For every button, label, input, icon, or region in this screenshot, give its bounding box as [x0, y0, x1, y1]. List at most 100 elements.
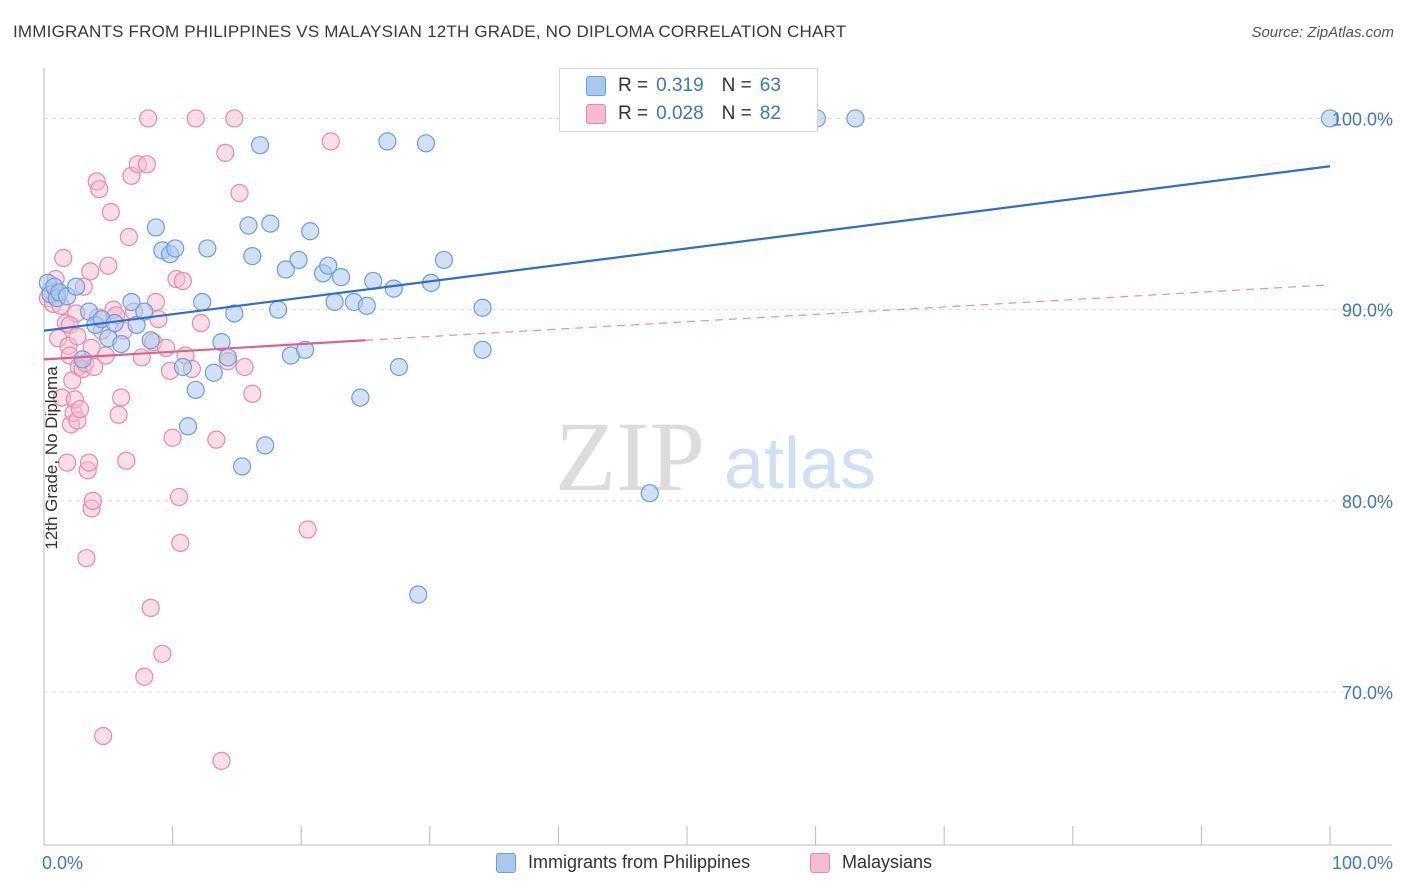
data-point-immigrants	[67, 277, 86, 296]
data-point-immigrants	[473, 340, 492, 359]
data-point-immigrants	[166, 239, 185, 258]
trend-line-malaysians	[43, 339, 366, 361]
data-point-immigrants	[846, 109, 865, 128]
data-point-malaysians	[83, 491, 102, 510]
legend-row-malaysians: R = 0.028 N = 82	[586, 101, 781, 127]
data-point-malaysians	[207, 430, 226, 449]
data-point-malaysians	[99, 256, 118, 275]
data-point-immigrants	[243, 247, 262, 266]
watermark-zip: ZIP	[555, 401, 705, 512]
data-point-immigrants	[357, 296, 376, 315]
data-point-malaysians	[157, 338, 176, 357]
legend-r-label: R =	[618, 75, 649, 96]
data-point-immigrants	[127, 315, 146, 335]
data-point-immigrants	[389, 357, 409, 377]
data-point-malaysians	[171, 533, 190, 553]
data-point-immigrants	[268, 300, 288, 319]
data-point-immigrants	[218, 348, 237, 367]
data-point-malaysians	[109, 405, 128, 424]
data-point-immigrants	[193, 292, 212, 312]
data-point-malaysians	[169, 487, 189, 507]
bottom-legend-swatch-pink	[810, 852, 830, 873]
legend-r-label: R =	[618, 103, 649, 124]
data-point-malaysians	[70, 399, 90, 419]
data-point-malaysians	[225, 109, 244, 128]
data-point-immigrants	[225, 304, 244, 323]
data-point-malaysians	[117, 451, 136, 470]
data-point-malaysians	[58, 453, 77, 472]
trend-line-immigrants	[43, 165, 1331, 332]
tick-labels: 70.0% 80.0% 90.0% 100.0% 0.0% 100.0%	[42, 109, 1393, 873]
legend-swatch-blue	[586, 76, 606, 96]
data-point-immigrants	[178, 417, 198, 436]
data-point-immigrants	[276, 260, 295, 279]
y-tick-label: 80.0%	[1342, 492, 1393, 512]
bottom-legend-immigrants: Immigrants from Philippines	[496, 852, 750, 873]
data-point-immigrants	[73, 350, 92, 369]
data-point-immigrants	[212, 333, 231, 352]
data-point-malaysians	[77, 549, 96, 568]
data-point-immigrants	[434, 250, 454, 270]
data-point-malaysians	[68, 327, 87, 346]
legend-n-label: N =	[721, 75, 752, 96]
data-point-malaysians	[135, 667, 154, 686]
data-point-malaysians	[153, 644, 172, 663]
data-point-malaysians	[235, 357, 254, 377]
watermark-atlas: atlas	[724, 424, 876, 504]
data-point-immigrants	[112, 334, 131, 354]
data-point-immigrants	[295, 340, 315, 359]
x-tick-label: 0.0%	[42, 853, 83, 873]
data-point-immigrants	[146, 218, 165, 237]
data-point-immigrants	[331, 268, 351, 287]
data-point-malaysians	[81, 262, 100, 281]
data-point-malaysians	[186, 109, 205, 128]
chart-title: IMMIGRANTS FROM PHILIPPINES VS MALAYSIAN…	[13, 22, 847, 41]
data-point-immigrants	[261, 214, 280, 233]
watermark: ZIP atlas	[555, 401, 876, 512]
data-point-immigrants	[204, 363, 223, 382]
trend-lines	[43, 165, 1331, 361]
data-point-immigrants	[239, 216, 258, 235]
data-point-malaysians	[243, 384, 262, 403]
data-point-malaysians	[191, 313, 210, 333]
legend-r-value: 0.319	[656, 75, 704, 96]
bottom-legend-label: Malaysians	[842, 852, 933, 872]
data-point-immigrants	[416, 134, 436, 153]
data-point-immigrants	[186, 380, 205, 400]
data-point-immigrants	[384, 279, 403, 298]
series-malaysians	[38, 109, 340, 770]
data-point-immigrants	[135, 302, 154, 321]
trend-line-malaysians-extension	[365, 284, 1331, 341]
correlation-legend: R = 0.319 N = 63 R = 0.028 N = 82	[559, 68, 818, 132]
data-point-malaysians	[216, 143, 235, 162]
data-point-malaysians	[173, 271, 192, 291]
bottom-legend-swatch-blue	[496, 852, 516, 873]
data-point-malaysians	[79, 453, 99, 472]
data-point-immigrants	[198, 239, 217, 258]
data-point-immigrants	[473, 298, 492, 317]
data-point-malaysians	[212, 751, 231, 770]
data-point-immigrants	[640, 484, 659, 503]
data-point-malaysians	[94, 726, 113, 746]
data-point-immigrants	[301, 222, 320, 241]
grid-lines	[44, 117, 1392, 693]
data-point-immigrants	[289, 250, 308, 270]
series-immigrants-from-philippines	[38, 109, 1340, 604]
data-point-malaysians	[119, 227, 138, 247]
data-point-immigrants	[250, 136, 270, 155]
data-point-malaysians	[321, 132, 340, 151]
data-point-malaysians	[139, 109, 158, 128]
bottom-legend-label: Immigrants from Philippines	[528, 852, 751, 872]
data-point-malaysians	[54, 248, 73, 268]
data-point-malaysians	[141, 598, 160, 618]
data-point-immigrants	[325, 292, 344, 312]
axes	[43, 68, 1392, 846]
data-point-malaysians	[137, 155, 156, 174]
legend-r-value: 0.028	[656, 103, 704, 124]
data-point-malaysians	[298, 520, 317, 539]
legend-n-value: 82	[759, 103, 781, 124]
source-label: Source: ZipAtlas.com	[1251, 24, 1394, 41]
data-point-immigrants	[232, 457, 252, 476]
data-point-malaysians	[163, 428, 182, 447]
